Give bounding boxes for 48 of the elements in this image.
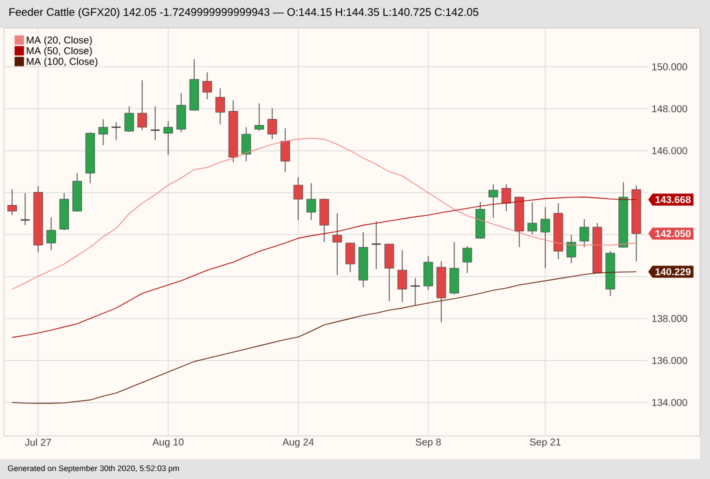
candlestick — [202, 72, 212, 100]
candlestick — [345, 242, 356, 273]
candlestick — [462, 246, 472, 274]
y-tick-label: 148.000 — [652, 105, 688, 112]
candlestick — [20, 192, 30, 226]
legend-label: MA (20, Close) — [26, 36, 92, 46]
y-tick-label: 146.000 — [652, 147, 688, 154]
x-tick-label: Sep 8 — [416, 438, 441, 448]
candlestick — [293, 176, 304, 221]
candlestick — [124, 106, 134, 132]
candlestick — [7, 188, 17, 216]
candlestick — [163, 120, 173, 156]
candlestick — [98, 118, 108, 146]
candlestick — [501, 184, 512, 212]
text: 140.229 — [656, 268, 691, 276]
candlestick — [241, 126, 252, 162]
candlestick — [580, 218, 590, 248]
candlestick — [332, 212, 342, 276]
y-tick-label: 134.000 — [652, 398, 688, 406]
candlestick — [423, 256, 434, 290]
legend-label: MA (100, Close) — [26, 58, 98, 67]
candlestick — [46, 216, 56, 251]
x-tick-label: Aug 10 — [152, 438, 184, 448]
candlestick — [150, 106, 160, 141]
candlestick — [215, 88, 226, 125]
candlestick — [306, 182, 316, 221]
text: 143.668 — [656, 196, 691, 204]
candlestick — [111, 122, 122, 141]
candlestick — [488, 184, 498, 218]
x-tick-label: Jul 27 — [25, 438, 51, 446]
candlestick — [137, 80, 147, 131]
candlestick — [254, 102, 264, 132]
chart-title: Feeder Cattle (GFX20) 142.05 -1.7249999999999943 — O:144.15 H:144.35 L:140.725 C:142.05 — [9, 8, 478, 18]
candlestick — [410, 278, 420, 306]
candlestick — [527, 202, 538, 235]
candlestick — [397, 250, 408, 302]
candlestick — [566, 234, 576, 264]
x-tick-label: Aug 24 — [282, 438, 314, 448]
y-tick-label: 150.000 — [652, 63, 688, 70]
legend-label: MA (50, Close) — [26, 46, 92, 56]
candlestick — [267, 108, 278, 140]
candlestick — [540, 206, 550, 269]
candlestick — [280, 128, 290, 173]
y-tick-label: 136.000 — [652, 356, 688, 364]
candlestick — [371, 220, 382, 270]
x-tick-label: Sep 21 — [530, 438, 561, 448]
text: 142.050 — [656, 230, 691, 238]
y-tick-label: 138.000 — [652, 315, 688, 322]
